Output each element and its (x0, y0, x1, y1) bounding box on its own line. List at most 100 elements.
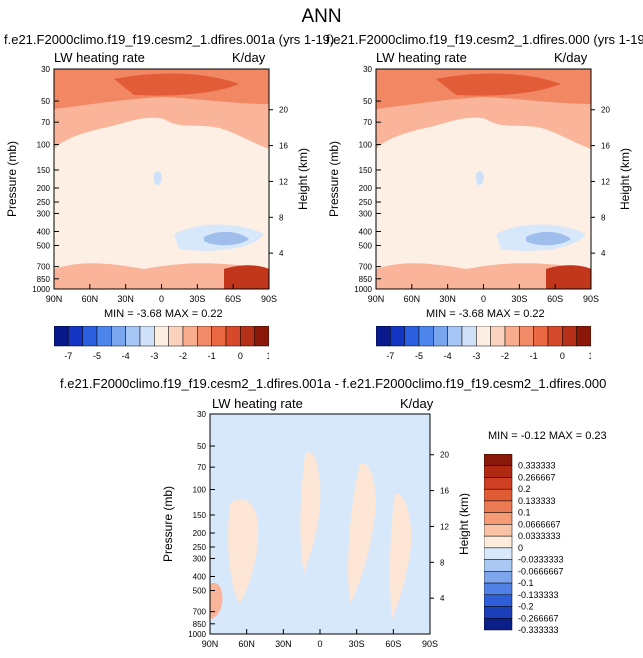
panel3-warm-streak-d (389, 493, 412, 619)
panel2-colorbar-swatch (547, 326, 563, 347)
panel3-colorbar-label: 0.2 (518, 484, 531, 494)
panel1-y2-tick-label: 16 (279, 142, 288, 151)
panel2-left-label: LW heating rate (376, 50, 467, 65)
panel3-colorbar-swatch (484, 454, 513, 466)
panel1-colorbar-swatch (96, 326, 112, 347)
panel2-y2-tick-label: 12 (601, 177, 610, 186)
panel3-x-tick-label: 30N (275, 639, 292, 649)
panel1-colorbar-swatch (168, 326, 184, 347)
panel1-colorbar-label: -1 (208, 351, 216, 361)
panel3-x-tick-label: 30S (349, 639, 365, 649)
panel2-colorbar-label: -4 (444, 351, 452, 361)
panel1-y-tick-label: 700 (37, 263, 51, 272)
panel3-x-tick-label: 0 (317, 639, 322, 649)
panel2-y-tick-label: 50 (363, 97, 372, 106)
panel2-y-tick-label: 150 (359, 166, 373, 175)
panel3-colorbar-swatch (484, 535, 513, 549)
panel1-colorbar-label: -3 (150, 351, 158, 361)
panel1-y-tick-label: 50 (41, 97, 50, 106)
panel3-y2-axis-label: Height (km) (457, 493, 470, 555)
panel2-x-tick-label: 30S (511, 294, 527, 304)
panel2-y-tick-label: 300 (359, 209, 373, 218)
panel1-y2-tick-label: 20 (279, 106, 288, 115)
panel1-y-axis-label: Pressure (mb) (5, 141, 19, 217)
panel1-colorbar-label: 1 (266, 351, 269, 361)
panel2-plot: 90N 60N 30N 0 30S 60S 90S 30 50 70 100 150 200 250 300… (327, 65, 632, 304)
panel1-x-tick-label: 90S (261, 294, 277, 304)
page-title: ANN (301, 6, 342, 27)
panel1-surface-hot (224, 265, 269, 289)
panel3-left-label: LW heating rate (212, 396, 303, 411)
panel1-colorbar-swatch (182, 326, 198, 347)
panel1-colorbar: -7 -5 -4 -3 -2 -1 0 1 (54, 326, 269, 361)
panel2-colorbar-label: 0 (560, 351, 565, 361)
panel2-y-axis-label: Pressure (mb) (327, 141, 341, 217)
panel1-colorbar-label: -5 (93, 351, 101, 361)
panel1-y-tick-label: 200 (37, 184, 51, 193)
panel3-plot: 90N 60N 30N 0 30S 60S 90S 30 50 70 100 150 200 250 300… (161, 410, 470, 649)
panel3-x-tick-label: 90N (202, 639, 219, 649)
panel3-colorbar-swatch (484, 512, 513, 525)
panel3-colorbar-label: -0.1 (518, 578, 534, 588)
panel1-title: f.e21.F2000climo.f19_f19.cesm2_1.dfires.… (4, 32, 335, 47)
panel2-colorbar-swatch (476, 326, 491, 347)
panel2-x-tick-label: 60S (547, 294, 563, 304)
panel3-y-tick-label: 50 (197, 442, 206, 451)
panel3-colorbar-label: -0.333333 (518, 625, 559, 634)
panel3-y-tick-label: 400 (193, 573, 207, 582)
panel1-colorbar-label: -4 (122, 351, 130, 361)
panel3-colorbar-swatch (484, 547, 513, 560)
panel1-colorbar-swatch (139, 326, 155, 347)
panel2-x-tick-label: 90S (583, 294, 599, 304)
panel3-colorbar-label: -0.133333 (518, 590, 559, 600)
panel2-x-tick-label: 30N (439, 294, 456, 304)
panel1-colorbar-swatch (197, 326, 212, 347)
panel1-y-tick-label: 30 (41, 65, 50, 74)
panel3-warm-streak-a (228, 499, 259, 604)
panel1-cool-spot (204, 231, 249, 246)
panel2-x-tick-label: 90N (368, 294, 385, 304)
panel3-y-tick-label: 700 (193, 608, 207, 617)
panel1-colorbar-swatch (211, 326, 227, 347)
panel1-x-tick-label: 90N (46, 294, 63, 304)
panel3-colorbar-label: 0.133333 (518, 496, 556, 506)
panel2-colorbar-swatch (376, 326, 391, 347)
panel2-colorbar-swatch (418, 326, 434, 347)
panel3-colorbar-swatch (484, 618, 513, 631)
panel1-y2-axis-label: Height (km) (296, 148, 310, 210)
panel2-right-label: K/day (554, 50, 588, 65)
panel2-colorbar: -7 -5 -4 -3 -2 -1 0 1 (376, 326, 591, 361)
panel1-y-tick-label: 150 (37, 166, 51, 175)
panel2-y-tick-label: 70 (363, 118, 372, 127)
panel2-colorbar-swatch (562, 326, 577, 347)
panel2-x-tick-label: 60N (404, 294, 421, 304)
panel3-colorbar-swatch (484, 571, 513, 584)
panel2-stats: MIN = -3.68 MAX = 0.22 (426, 308, 545, 320)
panel3-y2-tick-label: 20 (440, 451, 449, 460)
panel3-colorbar-swatch (484, 524, 513, 537)
panel2-y-tick-label: 700 (359, 263, 373, 272)
panel1-y-tick-label: 100 (37, 141, 51, 150)
panel3-x-tick-label: 90S (422, 639, 438, 649)
panel1-surface-warm (54, 263, 269, 289)
panel3-colorbar-swatch (484, 594, 513, 607)
panel2-colorbar-label: -2 (501, 351, 509, 361)
panel3-y-tick-label: 500 (193, 587, 207, 596)
panel1-y2-tick-label: 12 (279, 177, 288, 186)
panel2-colorbar-label: -7 (386, 351, 394, 361)
panel2-y-tick-label: 500 (359, 242, 373, 251)
panel2-y-tick-label: 100 (359, 141, 373, 150)
panel1-y2-tick-label: 4 (279, 249, 284, 258)
panel3-x-tick-label: 60S (385, 639, 401, 649)
panel3-colorbar-swatch (484, 477, 513, 490)
panel2-y-tick-label: 1000 (354, 285, 372, 294)
panel3-colorbar-label: 0.1 (518, 508, 531, 518)
panel2-y-tick-label: 200 (359, 184, 373, 193)
panel1-left-label: LW heating rate (54, 50, 145, 65)
panel1-y2-tick-label: 8 (279, 213, 284, 222)
panel2-y2-tick-label: 4 (601, 249, 606, 258)
panel2-colorbar-swatch (576, 326, 591, 347)
panel2-colorbar-label: -5 (415, 351, 423, 361)
panel3-warm-left-edge (210, 582, 223, 619)
panel3-x-tick-label: 60N (238, 639, 255, 649)
